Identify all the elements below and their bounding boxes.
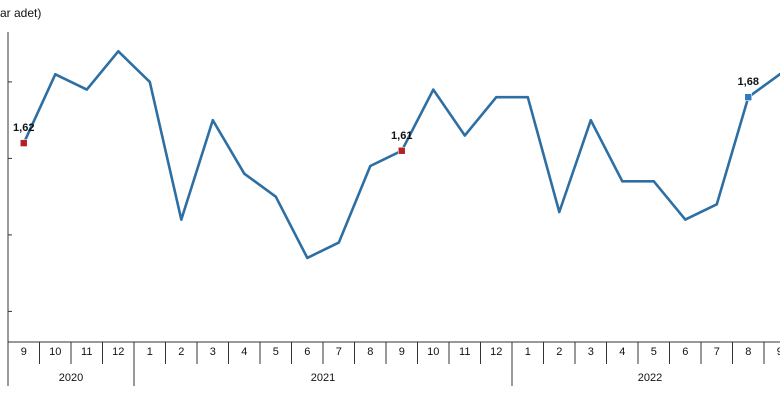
x-tick-label: 2 bbox=[178, 346, 184, 358]
x-tick-label: 6 bbox=[304, 346, 310, 358]
x-tick-label: 1 bbox=[525, 346, 531, 358]
x-tick-label: 12 bbox=[490, 346, 502, 358]
data-point bbox=[684, 218, 687, 221]
year-label: 2021 bbox=[311, 372, 335, 384]
x-tick-label: 11 bbox=[81, 346, 92, 358]
data-point bbox=[558, 210, 561, 214]
x-tick-label: 10 bbox=[49, 346, 61, 358]
year-label: 2022 bbox=[638, 372, 662, 384]
x-tick-label: 12 bbox=[112, 346, 124, 358]
data-point bbox=[148, 80, 151, 84]
data-point bbox=[495, 96, 498, 99]
annotation-marker bbox=[744, 93, 753, 101]
series-line bbox=[22, 49, 780, 260]
data-point bbox=[54, 73, 57, 76]
x-tick-label: 9 bbox=[21, 346, 27, 358]
data-point bbox=[432, 88, 435, 91]
data-point bbox=[652, 180, 655, 183]
data-label: 1,68 bbox=[738, 76, 759, 88]
data-point bbox=[211, 118, 214, 122]
data-point bbox=[589, 118, 592, 122]
x-tick-label: 3 bbox=[210, 346, 216, 358]
x-tick-label: 9 bbox=[399, 346, 405, 358]
data-point bbox=[180, 218, 183, 221]
x-tick-label: 8 bbox=[745, 346, 751, 358]
y-axis-unit-label: ar adet) bbox=[0, 6, 42, 20]
x-tick-label: 7 bbox=[336, 346, 342, 358]
data-point bbox=[117, 50, 120, 53]
data-point bbox=[715, 203, 718, 206]
data-point bbox=[306, 256, 309, 260]
data-label: 1,61 bbox=[391, 130, 412, 142]
x-tick-label: 10 bbox=[427, 346, 439, 358]
data-point bbox=[526, 96, 529, 99]
data-point bbox=[243, 172, 246, 175]
data-point bbox=[369, 164, 372, 168]
data-point bbox=[274, 195, 277, 198]
data-point bbox=[337, 241, 340, 244]
x-tick-label: 11 bbox=[459, 346, 470, 358]
x-tick-label: 1 bbox=[147, 346, 153, 358]
annotation-marker bbox=[19, 139, 28, 147]
x-tick-label: 3 bbox=[588, 346, 594, 358]
data-point bbox=[85, 88, 88, 91]
year-label: 2020 bbox=[59, 372, 83, 384]
data-label: 1,62 bbox=[13, 122, 34, 134]
x-tick-label: 2 bbox=[556, 346, 562, 358]
x-tick-label: 7 bbox=[714, 346, 720, 358]
data-point bbox=[621, 180, 624, 183]
data-point bbox=[463, 134, 466, 137]
x-tick-label: 5 bbox=[651, 346, 657, 358]
x-tick-label: 5 bbox=[273, 346, 279, 358]
x-tick-label: 4 bbox=[619, 346, 625, 358]
x-tick-label: 4 bbox=[241, 346, 247, 358]
x-tick-label: 8 bbox=[367, 346, 373, 358]
x-tick-label: 6 bbox=[682, 346, 688, 358]
annotation-marker bbox=[397, 146, 406, 155]
x-tick-label: 9 bbox=[777, 346, 780, 358]
